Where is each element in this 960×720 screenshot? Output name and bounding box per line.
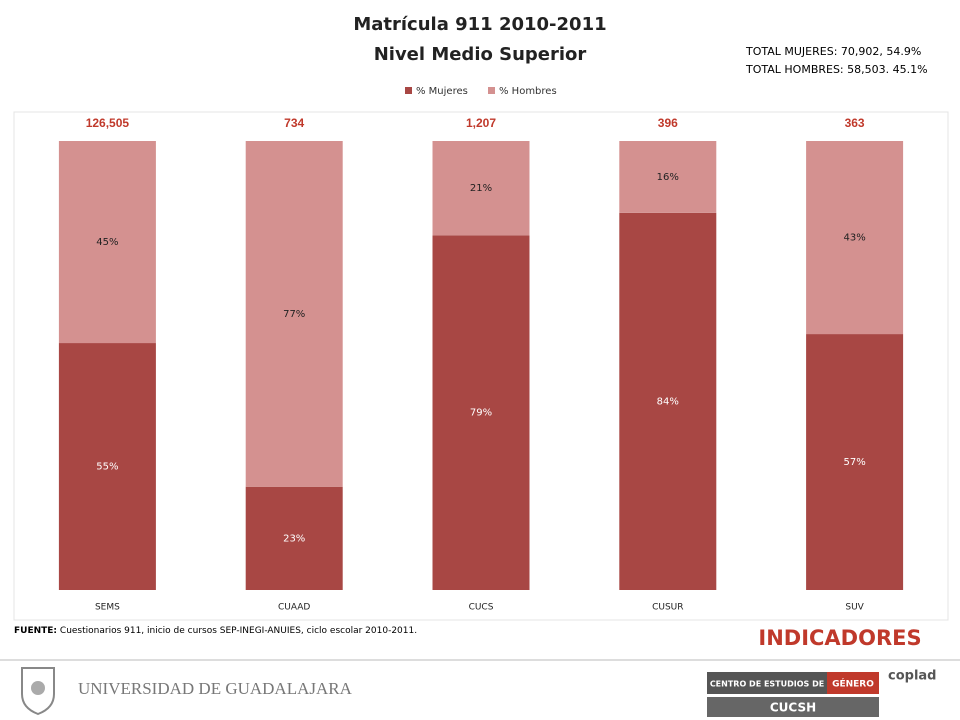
source: FUENTE: Cuestionarios 911, inicio de cur… [14,626,417,636]
bar-segment [432,141,530,236]
data-label: 84% [657,396,679,407]
bar-segment [58,141,156,344]
data-label: 43% [843,233,865,244]
legend-swatch [405,87,412,94]
total-label: 396 [658,116,678,130]
data-label: 79% [470,408,492,419]
gender-name: GÉNERO [832,678,874,690]
x-tick-label: CUSUR [652,603,683,613]
total-label: 363 [845,116,865,130]
total-label: 126,505 [86,116,130,130]
banner: INDICADORES [758,626,921,650]
legend-label: % Mujeres [416,86,468,97]
annotation: TOTAL HOMBRES: 58,503. 45.1% [745,63,928,76]
data-label: 23% [283,533,305,544]
chart-title: Matrícula 911 2010-2011 [353,14,606,35]
data-label: 77% [283,309,305,320]
campus-box [707,697,879,717]
bar-segment [806,334,904,590]
seal [21,667,55,716]
x-tick-label: CUCS [469,603,494,613]
bar-segment [245,141,343,487]
gender-box [827,672,879,694]
university-name: UNIVERSIDAD DE GUADALAJARA [78,679,353,698]
campus-name: CUCSH [770,701,816,715]
total-label: 1,207 [466,116,496,130]
legend-swatch [488,87,495,94]
legend-label: % Hombres [499,86,557,97]
x-tick-label: SEMS [95,603,120,613]
center-box [707,672,827,694]
data-label: 16% [657,172,679,183]
chart-frame [13,111,949,621]
chart-subtitle: Nivel Medio Superior [374,44,587,65]
bar-segment [619,212,717,590]
annotation: TOTAL MUJERES: 70,902, 54.9% [745,45,921,58]
bar-segment [806,141,904,335]
center-name: CENTRO DE ESTUDIOS DE [710,680,824,689]
seal-detail [31,681,45,695]
copladi-logo: coplad [888,669,936,684]
x-tick-label: CUAAD [278,603,310,613]
bar-segment [58,343,156,590]
data-label: 45% [96,237,118,248]
data-label: 21% [470,183,492,194]
source-text: Cuestionarios 911, inicio de cursos SEP-… [60,626,417,636]
total-label: 734 [284,116,304,130]
data-label: 55% [96,462,118,473]
seal-shape [21,667,55,716]
x-tick-label: SUV [845,603,864,613]
bar-segment [245,486,343,590]
bar-segment [432,235,530,591]
bar-segment [619,141,717,213]
data-label: 57% [843,457,865,468]
source-label: FUENTE: [14,626,57,636]
